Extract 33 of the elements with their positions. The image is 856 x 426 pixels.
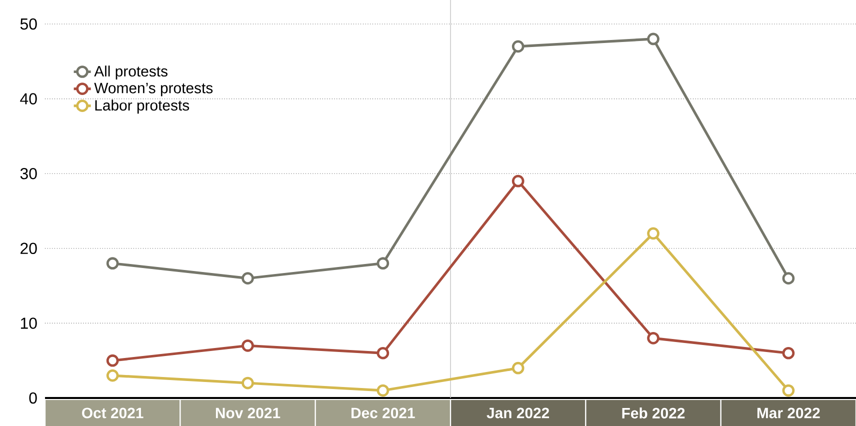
point bbox=[647, 227, 660, 240]
point bbox=[106, 369, 119, 382]
point bbox=[512, 362, 524, 374]
point bbox=[376, 346, 390, 360]
x-tick-label: Feb 2022 bbox=[622, 408, 685, 418]
point bbox=[512, 40, 524, 53]
point bbox=[106, 257, 119, 270]
y-tick-label: 30 bbox=[20, 168, 37, 180]
point bbox=[242, 272, 254, 284]
point bbox=[782, 384, 795, 397]
point bbox=[647, 332, 660, 344]
x-tick-label: Oct 2021 bbox=[82, 408, 144, 418]
legend-label: Labor protests bbox=[95, 100, 190, 114]
point bbox=[242, 339, 254, 352]
x-tick-label: Dec 2021 bbox=[352, 408, 415, 418]
point bbox=[512, 174, 524, 188]
point bbox=[242, 376, 254, 390]
legend-label: All protests bbox=[94, 66, 168, 80]
y-tick-label: 10 bbox=[20, 318, 37, 329]
x-tick-label: Nov 2021 bbox=[216, 408, 280, 418]
y-tick-label: 50 bbox=[20, 18, 37, 30]
point bbox=[782, 272, 795, 284]
y-tick-label: 0 bbox=[29, 392, 37, 404]
legend-label: Women’s protests bbox=[94, 82, 213, 96]
point bbox=[376, 384, 390, 397]
y-tick-label: 40 bbox=[20, 93, 37, 104]
point bbox=[782, 346, 795, 360]
point bbox=[106, 354, 119, 367]
y-tick-label: 20 bbox=[20, 242, 37, 254]
point bbox=[647, 32, 660, 46]
x-tick-label: Mar 2022 bbox=[757, 408, 820, 418]
point bbox=[376, 257, 390, 270]
x-tick-label: Jan 2022 bbox=[486, 408, 550, 418]
